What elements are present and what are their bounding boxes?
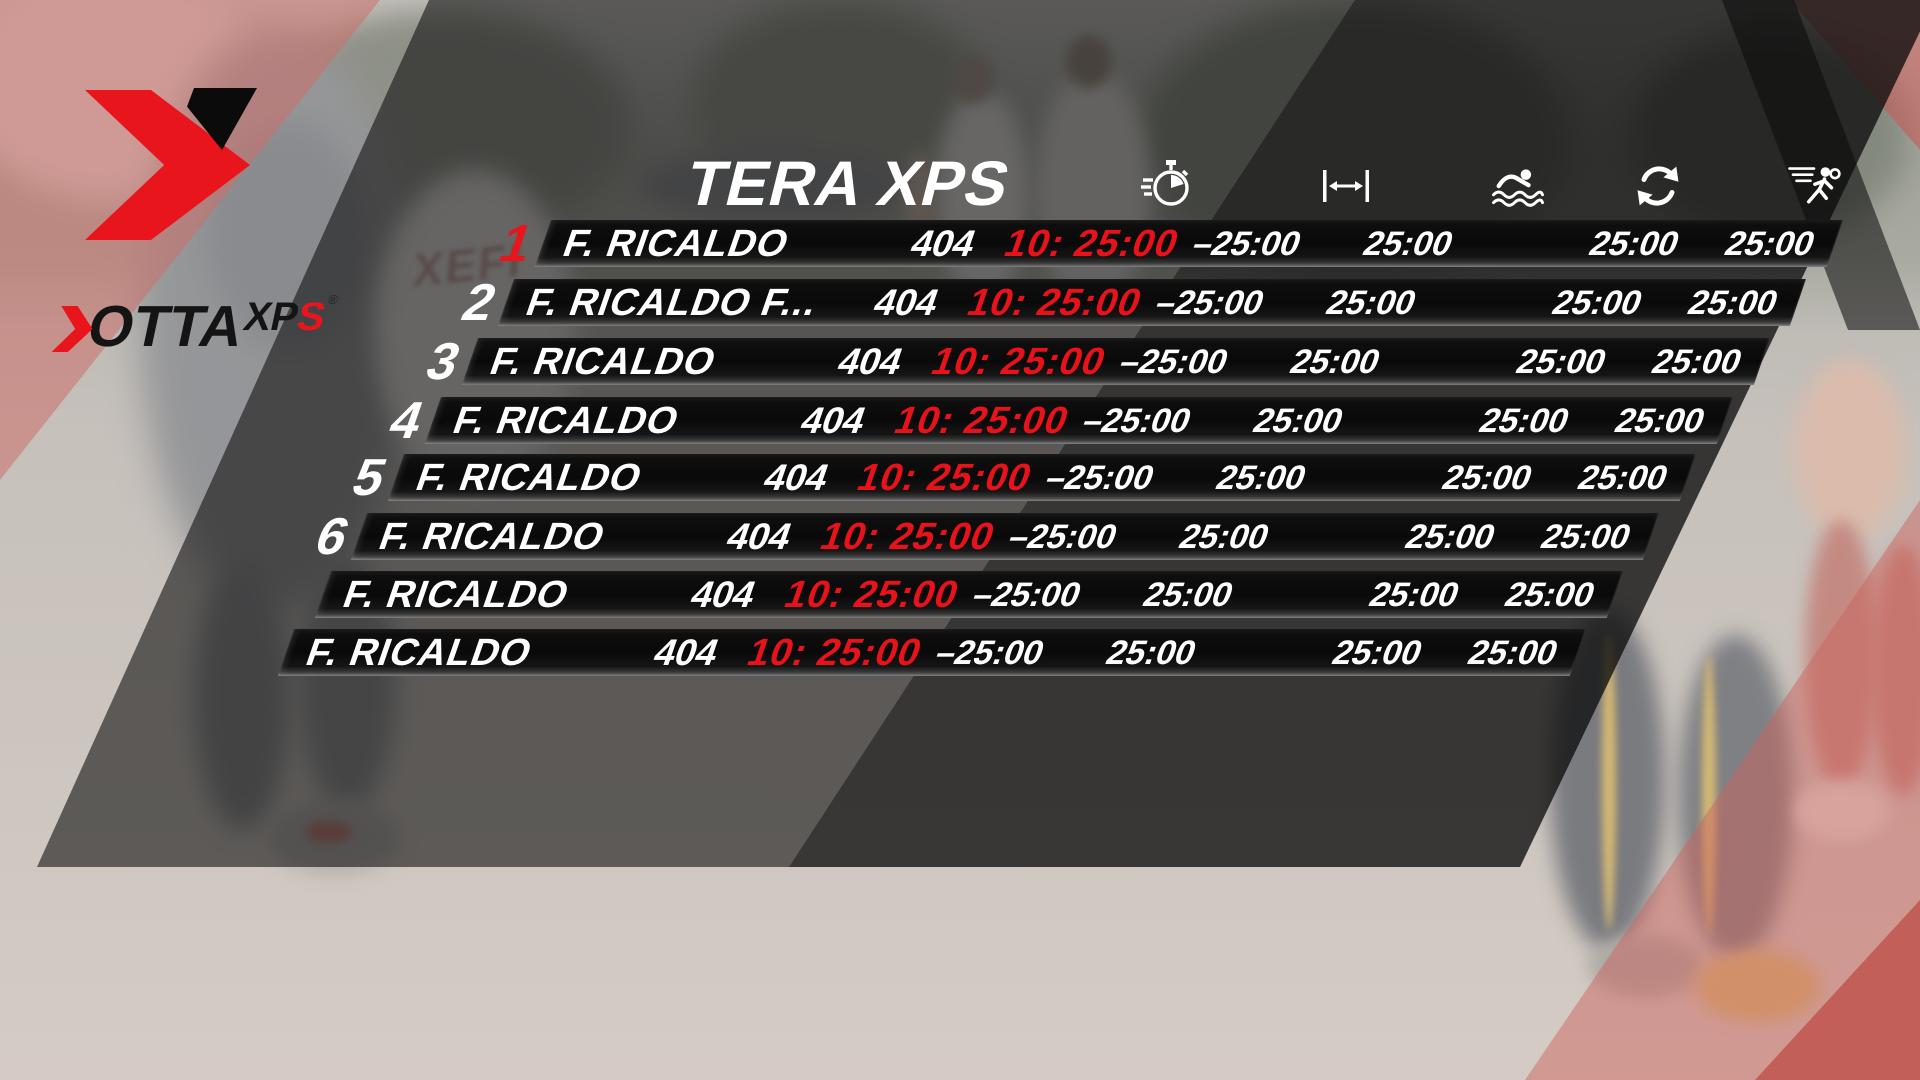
run-split: 25:00 <box>1573 459 1674 497</box>
leaderboard-row-6: 6 F. RICALDO 404 10: 25:00 –25:00 25:00 … <box>308 508 1659 566</box>
bib-number: 404 <box>685 574 762 615</box>
athlete-name: F. RICALDO <box>337 574 576 616</box>
swim-split: 25:00 <box>1358 225 1459 263</box>
run-split: 25:00 <box>1610 402 1711 440</box>
athlete-name: F. RICALDO <box>557 223 796 265</box>
swim-split: 25:00 <box>1101 634 1202 672</box>
swim-split: 25:00 <box>1211 459 1312 497</box>
bib-number: 404 <box>648 632 725 673</box>
total-time: 10: 25:00 <box>814 516 1001 558</box>
bib-number: 404 <box>905 223 982 264</box>
distance-icon <box>1318 158 1374 214</box>
transition-split: 25:00 <box>1327 634 1428 672</box>
transition-split: 25:00 <box>1400 518 1501 556</box>
athlete-name: F. RICALDO <box>373 516 612 558</box>
bib-number: 404 <box>795 400 872 441</box>
leaderboard-row-4: 4 F. RICALDO 404 10: 25:00 –25:00 25:00 … <box>382 392 1733 450</box>
bib-number: 404 <box>758 457 835 498</box>
gap-time: –25:00 <box>1150 284 1270 322</box>
leaderboard-row-8: F. RICALDO 404 10: 25:00 –25:00 25:00 25… <box>277 629 1586 676</box>
run-icon <box>1786 158 1842 214</box>
total-time: 10: 25:00 <box>741 632 928 674</box>
wordmark-xp: XP <box>239 295 303 339</box>
transition-split: 25:00 <box>1584 225 1685 263</box>
gap-time: –25:00 <box>930 634 1050 672</box>
run-split: 25:00 <box>1720 225 1821 263</box>
run-split: 25:00 <box>1683 284 1784 322</box>
leaderboard-row-1: 1 F. RICALDO 404 10: 25:00 –25:00 25:00 … <box>492 215 1843 273</box>
bib-number: 404 <box>721 516 798 557</box>
leaderboard-row-7: F. RICALDO 404 10: 25:00 –25:00 25:00 25… <box>314 571 1623 618</box>
stopwatch-icon <box>1140 158 1196 214</box>
yotta-wordmark: OTTAXPS® <box>52 292 340 359</box>
total-time: 10: 25:00 <box>961 282 1148 324</box>
athlete-name: F. RICALDO <box>410 457 649 499</box>
total-time: 10: 25:00 <box>778 574 965 616</box>
swim-split: 25:00 <box>1174 518 1275 556</box>
athlete-name: F. RICALDO <box>300 632 539 674</box>
leaderboard-row-3: 3 F. RICALDO 404 10: 25:00 –25:00 25:00 … <box>419 333 1770 391</box>
transition-split: 25:00 <box>1474 402 1575 440</box>
run-split: 25:00 <box>1536 518 1637 556</box>
run-split: 25:00 <box>1463 634 1564 672</box>
athlete-name: F. RICALDO <box>484 341 723 383</box>
transition-icon <box>1630 158 1686 214</box>
total-time: 10: 25:00 <box>998 223 1185 265</box>
swim-split: 25:00 <box>1321 284 1422 322</box>
transition-split: 25:00 <box>1547 284 1648 322</box>
total-time: 10: 25:00 <box>888 400 1075 442</box>
bib-number: 404 <box>832 341 909 382</box>
gap-time: –25:00 <box>1077 402 1197 440</box>
athlete-name: F. RICALDO <box>447 400 686 442</box>
wordmark-otta: OTTA <box>82 294 250 359</box>
transition-split: 25:00 <box>1437 459 1538 497</box>
athlete-name: F. RICALDO F... <box>520 282 825 324</box>
leaderboard-row-5: 5 F. RICALDO 404 10: 25:00 –25:00 25:00 … <box>345 449 1696 507</box>
page-title: TERA XPS <box>679 149 1018 219</box>
gap-time: –25:00 <box>1187 225 1307 263</box>
swim-split: 25:00 <box>1248 402 1349 440</box>
gap-time: –25:00 <box>1003 518 1123 556</box>
total-time: 10: 25:00 <box>925 341 1112 383</box>
bib-number: 404 <box>868 282 945 323</box>
transition-split: 25:00 <box>1511 343 1612 381</box>
leaderboard-row-2: 2 F. RICALDO F... 404 10: 25:00 –25:00 2… <box>455 274 1806 332</box>
swim-split: 25:00 <box>1285 343 1386 381</box>
transition-split: 25:00 <box>1364 576 1465 614</box>
total-time: 10: 25:00 <box>851 457 1038 499</box>
run-split: 25:00 <box>1647 343 1748 381</box>
swim-split: 25:00 <box>1138 576 1239 614</box>
gap-time: –25:00 <box>1114 343 1234 381</box>
gap-time: –25:00 <box>1040 459 1160 497</box>
gap-time: –25:00 <box>967 576 1087 614</box>
swim-icon <box>1490 158 1546 214</box>
run-split: 25:00 <box>1500 576 1601 614</box>
